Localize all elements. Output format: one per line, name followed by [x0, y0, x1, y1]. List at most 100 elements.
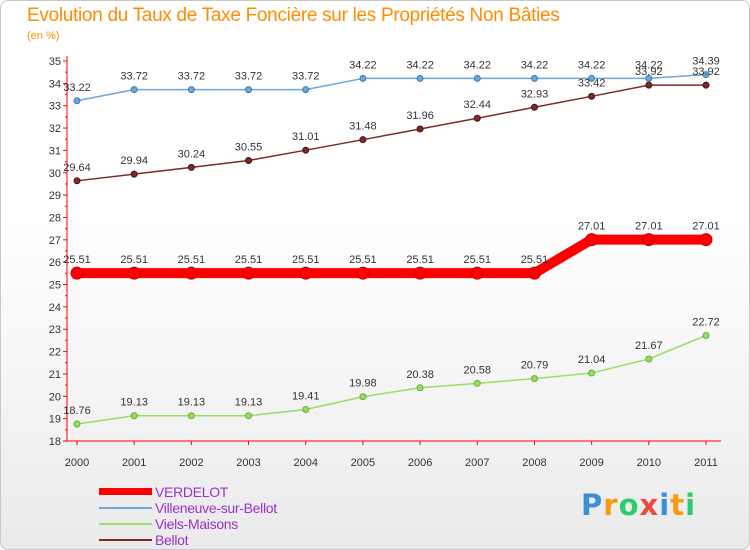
data-label-viels-maisons: 20.79 [521, 360, 549, 372]
data-label-villeneuve-sur-bellot: 34.22 [635, 59, 663, 71]
series-layer [70, 71, 713, 428]
data-point-bellot [645, 81, 653, 89]
x-tick-label: 2011 [694, 457, 718, 469]
data-point-villeneuve-sur-bellot [245, 86, 253, 94]
data-label-bellot: 29.94 [120, 155, 148, 167]
data-point-bellot [245, 156, 253, 164]
data-point-bellot [530, 103, 538, 111]
data-label-villeneuve-sur-bellot: 33.72 [120, 71, 148, 83]
data-label-bellot: 30.24 [178, 148, 206, 160]
y-tick-label: 27 [49, 235, 61, 247]
data-label-verdelot: 27.01 [635, 221, 663, 233]
data-point-viels-maisons [359, 393, 367, 401]
legend-swatch-viels-maisons [99, 523, 152, 525]
data-point-verdelot [413, 266, 427, 280]
data-label-bellot: 31.48 [349, 121, 377, 133]
data-label-verdelot: 27.01 [692, 221, 720, 233]
data-point-viels-maisons [530, 375, 538, 383]
y-tick-label: 30 [49, 168, 61, 180]
data-point-verdelot [184, 266, 198, 280]
data-label-villeneuve-sur-bellot: 34.39 [692, 56, 720, 68]
data-label-bellot: 30.55 [235, 141, 263, 153]
logo-letter: x [639, 488, 660, 522]
data-label-villeneuve-sur-bellot: 34.22 [521, 59, 549, 71]
data-point-villeneuve-sur-bellot [645, 74, 653, 82]
data-point-viels-maisons [130, 412, 138, 420]
data-point-villeneuve-sur-bellot [359, 74, 367, 82]
logo-letter: r [603, 488, 619, 522]
data-label-villeneuve-sur-bellot: 33.22 [63, 82, 91, 94]
x-tick-label: 2008 [522, 457, 546, 469]
data-point-verdelot [527, 266, 541, 280]
data-label-verdelot: 25.51 [349, 254, 377, 266]
legend-swatch-bellot [99, 539, 152, 541]
y-tick-label: 21 [49, 369, 61, 381]
data-label-viels-maisons: 22.72 [692, 316, 720, 328]
data-point-verdelot [127, 266, 141, 280]
y-tick-label: 22 [49, 347, 61, 359]
data-label-verdelot: 25.51 [178, 254, 206, 266]
y-tick-label: 18 [49, 436, 61, 448]
x-tick-label: 2003 [236, 457, 260, 469]
legend-label: VERDELOT [155, 484, 229, 500]
data-label-viels-maisons: 19.98 [349, 378, 377, 390]
data-point-viels-maisons [473, 379, 481, 387]
data-point-villeneuve-sur-bellot [530, 74, 538, 82]
logo-letter: P [581, 488, 604, 522]
y-tick-label: 24 [49, 302, 61, 314]
data-point-viels-maisons [245, 412, 253, 420]
data-point-bellot [416, 125, 424, 133]
x-tick-label: 2000 [65, 457, 89, 469]
data-point-viels-maisons [187, 412, 195, 420]
logo-letter: t [670, 488, 686, 522]
data-label-villeneuve-sur-bellot: 34.22 [406, 59, 434, 71]
data-label-villeneuve-sur-bellot: 33.72 [235, 71, 263, 83]
y-tick-label: 35 [49, 56, 61, 68]
data-point-verdelot [585, 233, 599, 247]
data-label-bellot: 31.01 [292, 131, 320, 143]
y-tick-label: 32 [49, 123, 61, 135]
data-label-viels-maisons: 21.67 [635, 340, 663, 352]
data-point-bellot [588, 92, 596, 100]
y-axis-unit: (en %) [27, 30, 60, 42]
legend-label: Viels-Maisons [155, 516, 238, 532]
data-point-viels-maisons [73, 420, 81, 428]
data-label-bellot: 33.92 [692, 66, 720, 78]
data-label-viels-maisons: 20.38 [406, 369, 434, 381]
data-label-bellot: 33.42 [578, 77, 606, 89]
data-label-verdelot: 25.51 [521, 254, 549, 266]
data-label-villeneuve-sur-bellot: 33.72 [178, 71, 206, 83]
x-tick-label: 2005 [351, 457, 375, 469]
data-point-verdelot [470, 266, 484, 280]
data-point-villeneuve-sur-bellot [473, 74, 481, 82]
data-point-bellot [302, 146, 310, 154]
x-tick-label: 2010 [637, 457, 661, 469]
data-point-villeneuve-sur-bellot [187, 86, 195, 94]
data-point-bellot [187, 163, 195, 171]
y-tick-label: 29 [49, 190, 61, 202]
series-line-viels-maisons [76, 334, 707, 425]
logo-letter: o [618, 488, 640, 522]
data-point-verdelot [242, 266, 256, 280]
data-label-verdelot: 25.51 [292, 254, 320, 266]
data-label-bellot: 29.64 [63, 162, 91, 174]
y-tick-label: 28 [49, 212, 61, 224]
y-tick-label: 31 [49, 145, 61, 157]
line-chart: 18 19 20 21 22 23 24 25 26 27 28 29 30 31 32 33 34 35 2000… [49, 56, 721, 469]
data-label-viels-maisons: 19.41 [292, 390, 320, 402]
data-point-villeneuve-sur-bellot [702, 71, 710, 79]
data-label-viels-maisons: 19.13 [120, 397, 148, 409]
data-labels-layer: 25.51 25.51 25.51 25.51 25.51 25.51 25.51 25.51… [63, 56, 720, 417]
x-tick-label: 2002 [179, 457, 203, 469]
data-label-bellot: 31.96 [406, 110, 434, 122]
x-tick-label: 2006 [408, 457, 432, 469]
x-tick-label: 2001 [122, 457, 146, 469]
data-point-viels-maisons [588, 369, 596, 377]
y-tick-label: 34 [49, 78, 61, 90]
proxiti-logo: Proxiti [581, 488, 696, 522]
data-label-viels-maisons: 21.04 [578, 354, 606, 366]
data-label-villeneuve-sur-bellot: 34.22 [464, 59, 492, 71]
data-point-villeneuve-sur-bellot [302, 86, 310, 94]
x-tick-label: 2004 [293, 457, 317, 469]
